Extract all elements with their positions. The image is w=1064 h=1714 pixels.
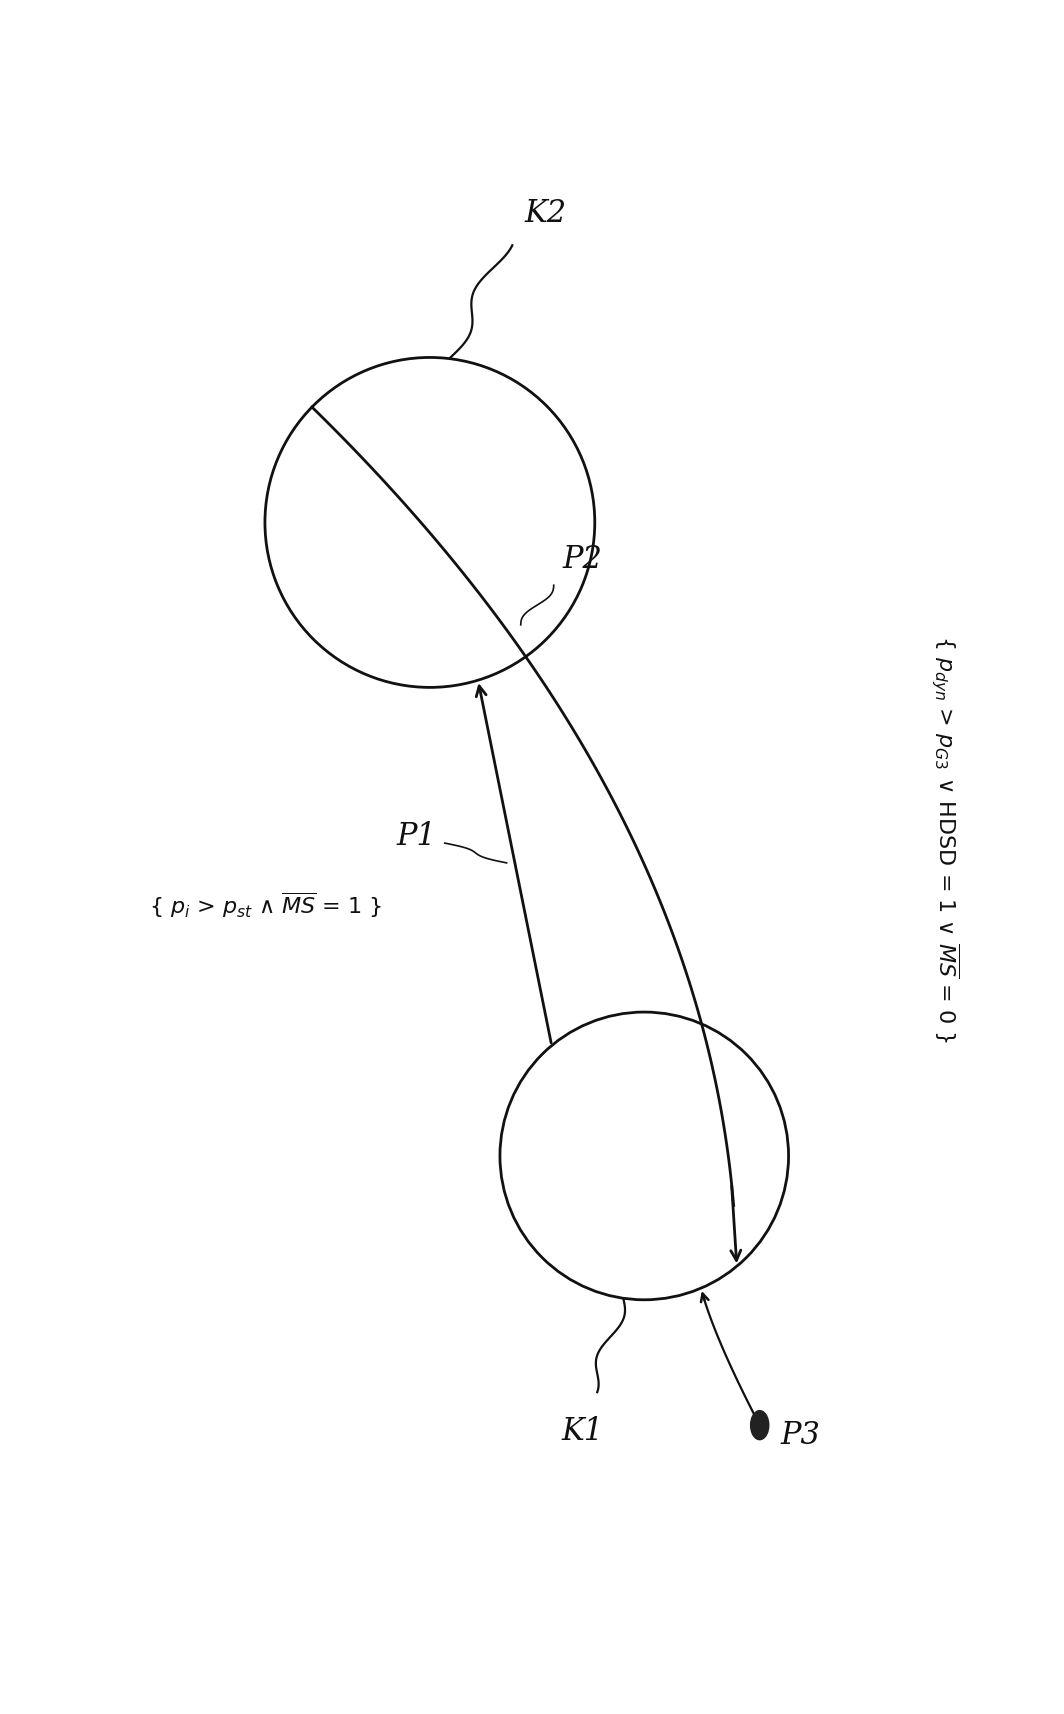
Text: { $p_{dyn}$ > $p_{G3}$ $\vee$ HDSD = 1 $\vee$ $\overline{MS}$ = 0 }: { $p_{dyn}$ > $p_{G3}$ $\vee$ HDSD = 1 $… — [929, 636, 962, 1044]
Text: P2: P2 — [562, 543, 602, 574]
Circle shape — [750, 1411, 769, 1440]
Text: K1: K1 — [562, 1416, 603, 1447]
Text: K2: K2 — [525, 199, 567, 230]
Text: P3: P3 — [780, 1421, 820, 1452]
Text: { $p_i$ > $p_{st}$ $\wedge$ $\overline{MS}$ = 1 }: { $p_i$ > $p_{st}$ $\wedge$ $\overline{M… — [149, 890, 383, 920]
Text: P1: P1 — [397, 821, 436, 852]
